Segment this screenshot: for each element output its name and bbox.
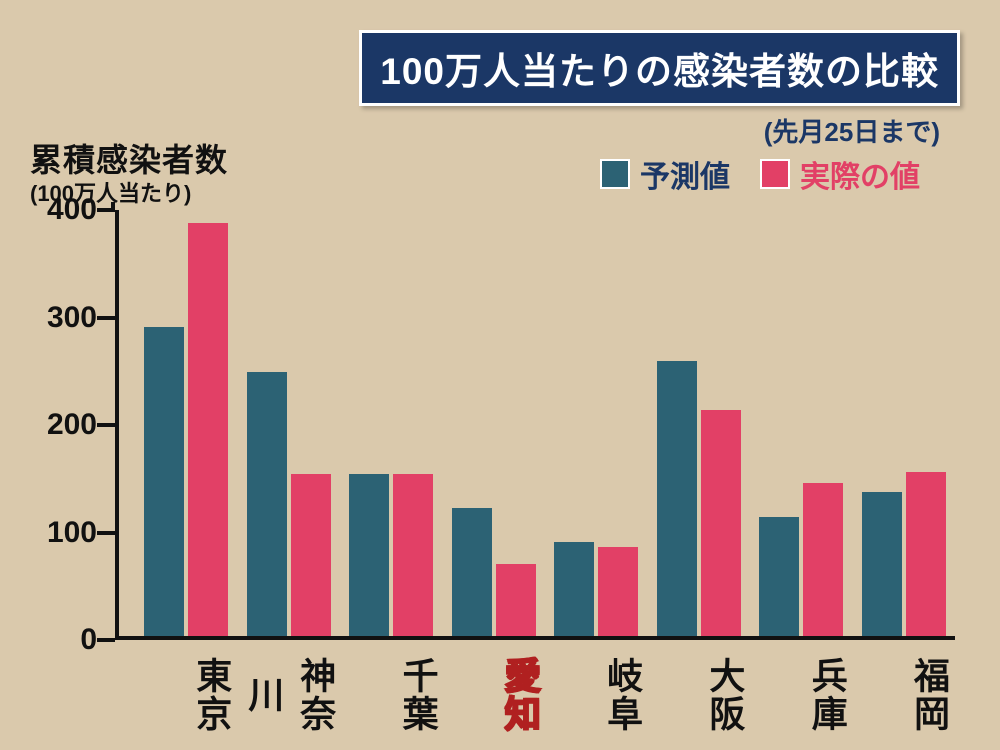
chart-area: 0100200300400 xyxy=(115,210,955,640)
bar-group xyxy=(545,542,648,636)
x-label: 兵庫 xyxy=(750,650,852,740)
bars-container xyxy=(135,210,955,636)
y-tick-label: 0 xyxy=(27,623,97,657)
x-label: 神奈川 xyxy=(237,650,341,740)
y-axis-title: 累積感染者数 xyxy=(30,135,228,181)
legend-label-predicted: 予測値 xyxy=(640,152,730,196)
bar xyxy=(188,223,228,636)
y-tick-label: 400 xyxy=(27,193,97,227)
legend-swatch-actual xyxy=(760,159,790,189)
chart-subtitle: (先月25日まで) xyxy=(764,112,940,149)
x-label: 大阪 xyxy=(648,650,750,740)
y-axis xyxy=(115,210,119,640)
y-tick-label: 100 xyxy=(27,516,97,550)
bar xyxy=(496,564,536,636)
y-tick xyxy=(97,423,115,427)
bar-group xyxy=(853,472,956,636)
chart-title: 100万人当たりの感染者数の比較 xyxy=(380,41,939,95)
bar xyxy=(291,474,331,636)
bar xyxy=(862,492,902,636)
bar xyxy=(349,474,389,636)
bar xyxy=(452,508,492,636)
x-label: 岐阜 xyxy=(546,650,648,740)
bar-group xyxy=(340,474,443,636)
y-tick-label: 200 xyxy=(27,408,97,442)
y-tick xyxy=(97,316,115,320)
bar xyxy=(759,517,799,636)
bar-group xyxy=(443,508,546,636)
y-tick xyxy=(97,208,115,212)
title-box: 100万人当たりの感染者数の比較 xyxy=(359,30,960,106)
bar-group xyxy=(648,361,751,636)
x-label: 東京 xyxy=(135,650,237,740)
bar xyxy=(598,547,638,636)
bar-group xyxy=(238,372,341,636)
legend-label-actual: 実際の値 xyxy=(800,152,920,196)
y-tick xyxy=(97,531,115,535)
legend: 予測値 実際の値 xyxy=(600,152,940,196)
x-label: 千葉 xyxy=(341,650,443,740)
bar xyxy=(393,474,433,636)
bar xyxy=(247,372,287,636)
bar-group xyxy=(135,223,238,636)
y-tick xyxy=(97,638,115,642)
bar xyxy=(144,327,184,636)
x-labels: 東京神奈川千葉愛知岐阜大阪兵庫福岡 xyxy=(135,650,955,740)
bar xyxy=(554,542,594,636)
bar xyxy=(803,483,843,636)
bar xyxy=(906,472,946,636)
y-tick-label: 300 xyxy=(27,301,97,335)
x-label: 愛知 xyxy=(444,650,546,740)
bar-group xyxy=(750,483,853,636)
x-axis xyxy=(115,636,955,640)
bar xyxy=(701,410,741,636)
bar xyxy=(657,361,697,636)
legend-swatch-predicted xyxy=(600,159,630,189)
x-label: 福岡 xyxy=(853,650,955,740)
